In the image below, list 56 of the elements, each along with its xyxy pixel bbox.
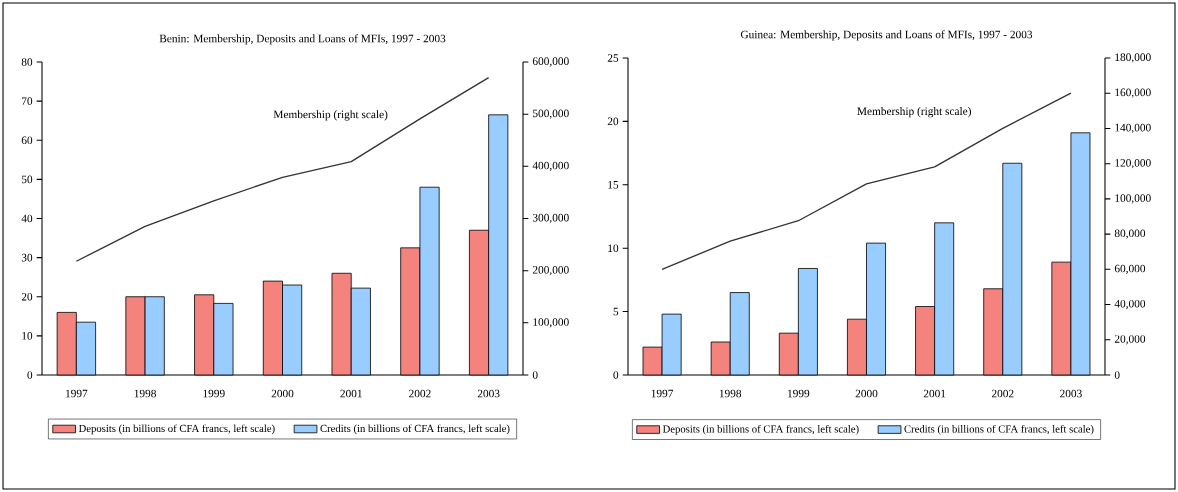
legend-label: Deposits (in billions of CFA francs, left scale) [662, 424, 859, 435]
chart-title: Benin: Membership, Deposits and Loans of MFIs, 1997 - 2003 [159, 34, 446, 45]
y2-tick-label: 20,000 [1114, 335, 1146, 345]
y2-tick-label: 300,000 [532, 213, 569, 224]
y2-tick-label: 40,000 [1114, 299, 1146, 310]
y2-tick-label: 400,000 [532, 161, 569, 171]
y2-tick-label: 200,000 [532, 266, 569, 276]
y-tick-label: 80 [21, 58, 33, 66]
x-tick-label: 1998 [719, 389, 742, 398]
x-tick-label: 1997 [651, 389, 674, 398]
chart-title: Guinea: Membership, Deposits and Loans of MFIs, 1997 - 2003 [740, 30, 1033, 41]
x-tick-label: 1999 [788, 389, 810, 398]
y2-tick-label: 60,000 [1114, 264, 1146, 274]
y-tick-label: 30 [21, 253, 33, 262]
line-series [75, 76, 490, 262]
legend-label: Deposits (in billions of CFA francs, left scale) [78, 424, 275, 435]
y2-tick-label: 100,000 [1115, 194, 1151, 204]
y2-tick-label: 180,000 [1115, 53, 1151, 63]
legend-label: Credits (in billions of CFA francs, left scale) [904, 424, 1094, 435]
y2-tick-label: 0 [1114, 371, 1120, 379]
legend-label: Credits (in billions of CFA francs, left scale) [320, 424, 510, 435]
x-tick-label: 2001 [923, 389, 946, 398]
y-tick-label: 40 [21, 214, 33, 223]
y-tick-label: 60 [21, 136, 33, 145]
y2-tick-label: 160,000 [1115, 88, 1151, 98]
y-tick-label: 20 [607, 117, 619, 126]
y-tick-label: 20 [21, 292, 33, 301]
x-tick-label: 1997 [66, 389, 88, 398]
y2-tick-label: 140,000 [1115, 123, 1151, 134]
y-tick-label: 25 [607, 54, 619, 62]
y2-tick-label: 80,000 [1114, 229, 1146, 239]
y-tick-label: 10 [608, 244, 619, 253]
y-tick-label: 70 [22, 97, 33, 105]
y-tick-label: 15 [608, 180, 619, 189]
x-tick-label: 2001 [340, 389, 362, 398]
x-tick-label: 2002 [409, 389, 431, 398]
y2-tick-label: 500,000 [533, 109, 569, 119]
y2-tick-label: 600,000 [532, 57, 569, 67]
x-tick-label: 2002 [991, 389, 1014, 398]
series-label: Membership (right scale) [273, 110, 388, 121]
x-tick-label: 2000 [855, 389, 878, 398]
line-series [661, 92, 1072, 270]
y2-tick-label: 120,000 [1115, 159, 1151, 169]
y-tick-label: 5 [613, 307, 619, 316]
x-tick-label: 1998 [134, 389, 156, 398]
y-tick-label: 0 [613, 371, 619, 379]
y2-tick-label: 0 [532, 371, 538, 379]
x-tick-label: 2003 [477, 389, 500, 398]
y-tick-label: 0 [27, 371, 33, 379]
text: Membership (right scale) [857, 107, 971, 118]
y-tick-label: 10 [22, 332, 33, 340]
y2-tick-label: 100,000 [533, 318, 569, 328]
y-tick-label: 50 [21, 175, 33, 184]
x-tick-label: 2003 [1060, 389, 1082, 398]
x-tick-label: 2000 [271, 389, 294, 398]
x-tick-label: 1999 [203, 389, 225, 398]
